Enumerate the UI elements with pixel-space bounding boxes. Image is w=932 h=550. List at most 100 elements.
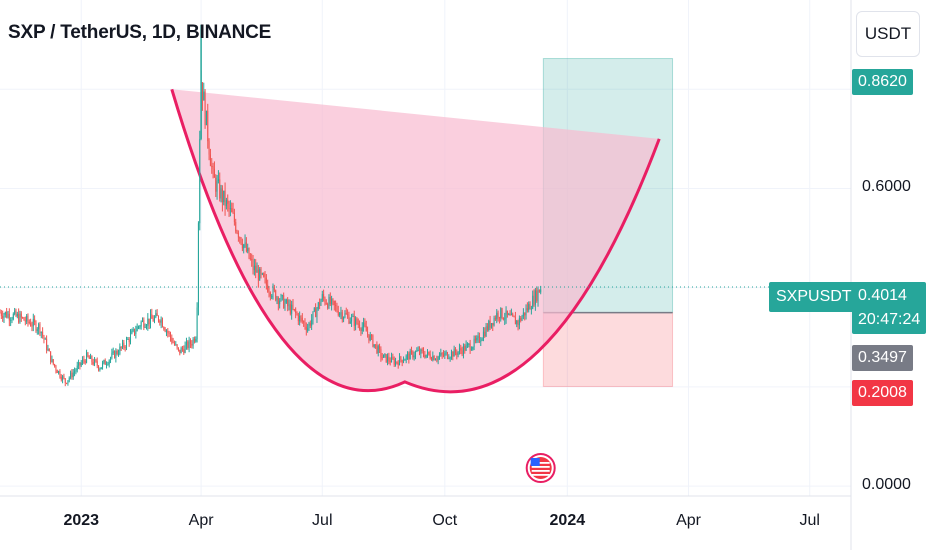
candle-body <box>47 348 49 351</box>
candle-body <box>530 308 532 310</box>
price-tick-label: 0.0000 <box>862 476 911 494</box>
candle-body <box>464 345 466 351</box>
candle-body <box>54 364 56 367</box>
candle-body <box>323 294 325 299</box>
candle-body <box>408 353 410 360</box>
candle-body <box>279 300 281 305</box>
candle-body <box>82 359 84 363</box>
candle-body <box>74 371 76 373</box>
candle-body <box>24 320 26 322</box>
candle-body <box>329 297 331 305</box>
candle-body <box>114 351 116 359</box>
candle-body <box>473 338 475 348</box>
candle-body <box>454 348 456 353</box>
candle-body <box>512 313 514 316</box>
candle-body <box>426 351 428 355</box>
candle-body <box>177 347 179 350</box>
candle-body <box>320 300 322 306</box>
candle-body <box>22 317 24 319</box>
candle-body <box>421 349 423 352</box>
candle-body <box>328 297 330 308</box>
candle-body <box>420 349 422 354</box>
candle-body <box>27 315 29 322</box>
candle-body <box>484 331 486 337</box>
flag-stripe <box>531 466 550 468</box>
candle-body <box>313 308 315 312</box>
candle-body <box>224 190 226 207</box>
candle-body <box>526 308 528 311</box>
candle-body <box>18 313 20 323</box>
candle-body <box>331 298 333 305</box>
candle-body <box>514 317 516 325</box>
candle-body <box>7 313 9 318</box>
candle-body <box>444 353 446 356</box>
candle-body <box>3 314 5 319</box>
candle-body <box>251 259 253 261</box>
candle-body <box>510 313 512 316</box>
time-tick-label: 2024 <box>549 512 586 529</box>
candle-body <box>446 352 448 359</box>
candle-body <box>55 366 57 371</box>
time-tick-label: Apr <box>676 512 701 529</box>
candle-body <box>172 342 174 344</box>
candle-body <box>56 370 58 373</box>
candle-body <box>96 361 98 366</box>
candle-body <box>533 295 535 305</box>
candle-body <box>213 168 215 178</box>
candle-body <box>256 269 258 273</box>
candle-body <box>299 315 301 322</box>
candle-body <box>257 269 259 281</box>
candle-body <box>26 315 28 322</box>
candle-body <box>341 312 343 320</box>
candle-body <box>315 308 317 318</box>
candle-body <box>417 349 419 351</box>
candle-body <box>209 154 211 166</box>
candle-body <box>148 318 150 325</box>
candle-body <box>524 312 526 316</box>
candle-body <box>388 356 390 361</box>
candle-body <box>100 367 102 370</box>
candle-body <box>357 323 359 325</box>
candle-body <box>284 302 286 309</box>
candle-body <box>280 295 282 301</box>
candle-body <box>502 318 504 320</box>
candle-body <box>145 325 147 328</box>
candle-body <box>448 358 450 360</box>
candle-body <box>160 319 162 323</box>
candle-body <box>188 340 190 348</box>
flag-stripe <box>531 470 550 472</box>
candle-body <box>452 351 454 357</box>
candle-body <box>59 371 61 378</box>
candle-body <box>482 331 484 339</box>
candle-body <box>304 322 306 327</box>
candle-body <box>11 319 13 321</box>
candle-body <box>48 348 50 352</box>
candle-body <box>485 326 487 337</box>
candle-body <box>225 199 227 207</box>
candle-body <box>450 351 452 358</box>
candle-body <box>40 331 42 333</box>
candle-body <box>287 299 289 307</box>
candle-body <box>300 315 302 318</box>
candle-body <box>138 326 140 328</box>
candle-body <box>80 362 82 366</box>
candle-body <box>335 304 337 306</box>
last-price-badge: 0.4014 20:47:24 <box>852 282 926 334</box>
candle-body <box>196 307 198 340</box>
candle-body <box>425 354 427 358</box>
candle-body <box>403 360 405 363</box>
time-tick-label: 2023 <box>63 512 100 529</box>
candle-body <box>360 328 362 332</box>
currency-button[interactable]: USDT <box>856 11 920 57</box>
candle-body <box>35 322 37 331</box>
candle-body <box>375 344 377 346</box>
candle-body <box>71 372 73 378</box>
time-tick-label: Apr <box>188 512 214 529</box>
candle-body <box>163 327 165 329</box>
candle-body <box>275 290 277 301</box>
candle-body <box>90 356 92 359</box>
candle-body <box>259 268 261 281</box>
candle-body <box>528 304 530 311</box>
